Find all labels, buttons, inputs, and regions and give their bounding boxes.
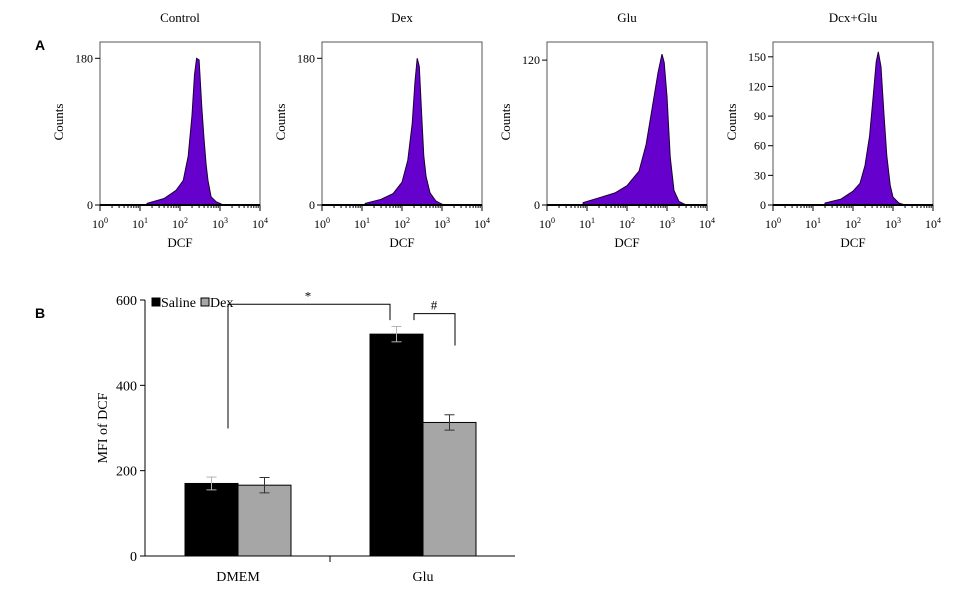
bar-dex bbox=[237, 484, 292, 557]
x-tick-label: 100 bbox=[92, 216, 108, 231]
plot-frame bbox=[546, 41, 708, 206]
y-tick-label: 30 bbox=[754, 168, 766, 182]
significance-hash: # bbox=[431, 298, 438, 313]
legend-swatch bbox=[151, 297, 161, 307]
x-tick-label: 101 bbox=[805, 216, 821, 231]
x-tick-label: 101 bbox=[354, 216, 370, 231]
x-tick-label: 101 bbox=[579, 216, 595, 231]
y-tick-label: 180 bbox=[297, 51, 315, 65]
histogram-title: Control bbox=[160, 10, 200, 25]
bar-saline bbox=[369, 333, 424, 557]
x-tick-label: 104 bbox=[699, 216, 715, 231]
x-tick-label: 103 bbox=[659, 216, 675, 231]
x-tick-label: 103 bbox=[212, 216, 228, 231]
histogram-panel-1: Control 100 101 102 103 104 0 180 DCF Counts bbox=[51, 10, 268, 250]
x-axis-title: DCF bbox=[614, 235, 639, 250]
y-tick-label: 200 bbox=[116, 465, 137, 480]
histogram-title: Dcx+Glu bbox=[829, 10, 878, 25]
plot-frame bbox=[99, 41, 261, 206]
y-axis-title: Counts bbox=[51, 104, 66, 141]
bar-dex bbox=[422, 421, 477, 557]
y-tick-label: 0 bbox=[309, 198, 315, 212]
x-tick-label: 101 bbox=[132, 216, 148, 231]
significance-bracket bbox=[413, 313, 456, 346]
x-axis-title: DCF bbox=[389, 235, 414, 250]
panel-a-label: A bbox=[35, 37, 45, 53]
y-axis-title: Counts bbox=[498, 104, 513, 141]
bar-saline bbox=[184, 482, 239, 557]
x-tick-label: 104 bbox=[252, 216, 268, 231]
histogram-panel-2: Dex 100 101 102 103 104 0 180 DCF Counts bbox=[273, 10, 490, 250]
legend-swatch bbox=[200, 297, 210, 307]
significance-bracket bbox=[227, 303, 391, 429]
x-tick-label: 102 bbox=[845, 216, 861, 231]
x-tick-label: 104 bbox=[925, 216, 941, 231]
y-tick-label: 180 bbox=[75, 51, 93, 65]
x-tick-label: 100 bbox=[314, 216, 330, 231]
bar-chart: 0 200 400 600 MFI of DCF DMEM Glu Saline Dex * # bbox=[96, 288, 515, 585]
histogram-panels: Control 100 101 102 103 104 0 180 DCF Counts Dex 10… bbox=[51, 10, 941, 250]
category-label: DMEM bbox=[216, 570, 260, 585]
y-axis-title: Counts bbox=[273, 104, 288, 141]
y-tick-label: 0 bbox=[760, 198, 766, 212]
x-axis-title: DCF bbox=[840, 235, 865, 250]
x-tick-label: 103 bbox=[434, 216, 450, 231]
y-axis-title: MFI of DCF bbox=[96, 392, 111, 463]
legend-label: Dex bbox=[210, 296, 233, 311]
histogram-panel-4: Dcx+Glu 100 101 102 103 104 0 30 60 90 120 150 DCF Co… bbox=[724, 10, 941, 250]
histogram-fill bbox=[824, 51, 906, 206]
histogram-title: Glu bbox=[617, 10, 637, 25]
y-tick-label: 150 bbox=[748, 50, 766, 64]
panel-b-label: B bbox=[35, 305, 45, 321]
y-tick-label: 400 bbox=[116, 379, 137, 394]
histogram-title: Dex bbox=[391, 10, 413, 25]
x-tick-label: 102 bbox=[619, 216, 635, 231]
y-tick-label: 90 bbox=[754, 109, 766, 123]
x-tick-label: 102 bbox=[394, 216, 410, 231]
x-axis-title: DCF bbox=[167, 235, 192, 250]
histogram-panel-3: Glu 100 101 102 103 104 0 120 DCF Counts bbox=[498, 10, 715, 250]
y-tick-label: 0 bbox=[87, 198, 93, 212]
x-tick-label: 104 bbox=[474, 216, 490, 231]
histogram-fill bbox=[146, 57, 224, 206]
x-tick-label: 103 bbox=[885, 216, 901, 231]
y-tick-label: 120 bbox=[748, 79, 766, 93]
y-axis-title: Counts bbox=[724, 104, 739, 141]
legend-label: Saline bbox=[161, 296, 196, 311]
category-label: Glu bbox=[413, 570, 434, 585]
y-tick-label: 0 bbox=[130, 550, 137, 565]
histogram-fill bbox=[582, 53, 687, 206]
histogram-fill bbox=[364, 58, 448, 206]
y-tick-label: 600 bbox=[116, 294, 137, 309]
x-tick-label: 102 bbox=[172, 216, 188, 231]
x-tick-label: 100 bbox=[539, 216, 555, 231]
significance-star: * bbox=[305, 288, 312, 303]
x-tick-label: 100 bbox=[765, 216, 781, 231]
plot-frame bbox=[772, 41, 934, 206]
y-tick-label: 120 bbox=[522, 53, 540, 67]
y-tick-label: 60 bbox=[754, 139, 766, 153]
y-tick-label: 0 bbox=[534, 198, 540, 212]
